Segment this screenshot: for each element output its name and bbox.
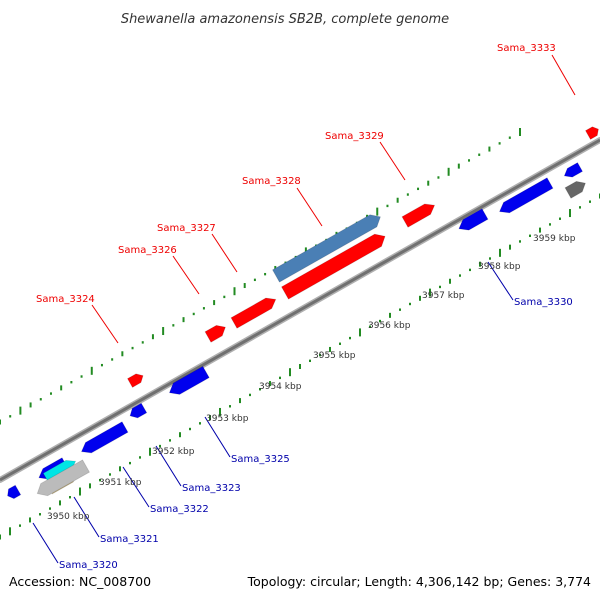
connector-sama-3327	[211, 233, 238, 273]
gene-sama-3331[interactable]	[498, 177, 554, 214]
gene-sama-3332-dark[interactable]	[564, 180, 586, 199]
label-connectors	[32, 54, 576, 564]
gene-sama-3329[interactable]	[401, 203, 436, 228]
accession-text: Accession: NC_008700	[9, 574, 151, 589]
forward-gene-labels: Sama_3324 Sama_3326 Sama_3327 Sama_3328 …	[36, 43, 556, 305]
gc-skew-outer-track	[0, 128, 521, 425]
gene-sama-3325[interactable]	[168, 365, 210, 395]
scale-labels: 3950 kbp 3951 kbp 3952 kbp 3953 kbp 3954…	[47, 234, 576, 522]
gene-label-sama-3326[interactable]: Sama_3326	[118, 245, 177, 256]
tick-label-3953: 3953 kbp	[206, 414, 249, 424]
connector-sama-3325	[204, 416, 231, 458]
gene-track	[7, 126, 599, 500]
gene-label-sama-3320[interactable]: Sama_3320	[59, 560, 118, 571]
gene-sama-3322-grey[interactable]	[36, 459, 90, 497]
gene-sama-3319[interactable]	[7, 484, 22, 500]
gene-sama-3330[interactable]	[458, 208, 489, 231]
tick-label-3951: 3951 kbp	[99, 478, 142, 488]
gene-sama-3324[interactable]	[126, 373, 144, 388]
tick-label-3957: 3957 kbp	[422, 291, 465, 301]
gene-sama-3327[interactable]	[230, 297, 277, 329]
reverse-gene-labels: Sama_3320 Sama_3321 Sama_3322 Sama_3323 …	[59, 297, 573, 571]
gene-label-sama-3327[interactable]: Sama_3327	[157, 223, 216, 234]
connector-sama-3324	[91, 304, 119, 344]
gene-sama-3322[interactable]	[80, 421, 129, 454]
genome-backbone	[0, 137, 600, 483]
gene-sama-3328-highlight[interactable]	[272, 214, 381, 283]
tick-label-3950: 3950 kbp	[47, 512, 90, 522]
tick-label-3954: 3954 kbp	[259, 382, 302, 392]
tick-label-3959: 3959 kbp	[533, 234, 576, 244]
genome-summary-text: Topology: circular; Length: 4,306,142 bp…	[247, 574, 591, 589]
connector-sama-3322	[122, 466, 150, 508]
connector-sama-3320	[32, 522, 59, 564]
gene-label-sama-3325[interactable]: Sama_3325	[231, 454, 290, 465]
gene-sama-3326[interactable]	[204, 324, 226, 343]
tick-label-3956: 3956 kbp	[368, 321, 411, 331]
gene-label-sama-3322[interactable]: Sama_3322	[150, 504, 209, 515]
gene-label-sama-3333[interactable]: Sama_3333	[497, 43, 556, 54]
gene-sama-3323[interactable]	[129, 402, 148, 419]
tick-label-3958: 3958 kbp	[478, 262, 521, 272]
gene-label-sama-3328[interactable]: Sama_3328	[242, 176, 301, 187]
connector-sama-3333	[551, 54, 576, 96]
connector-sama-3330	[487, 261, 514, 301]
gene-label-sama-3321[interactable]: Sama_3321	[100, 534, 159, 545]
gene-label-sama-3324[interactable]: Sama_3324	[36, 294, 95, 305]
map-title: Shewanella amazonensis SB2B, complete ge…	[121, 12, 449, 27]
connector-sama-3323	[155, 445, 182, 487]
connector-sama-3321	[73, 496, 100, 538]
gene-sama-3332[interactable]	[563, 162, 584, 178]
gene-sama-3328[interactable]	[281, 233, 386, 300]
gene-label-sama-3323[interactable]: Sama_3323	[182, 483, 241, 494]
tick-label-3955: 3955 kbp	[313, 351, 356, 361]
gene-sama-3333[interactable]	[584, 126, 599, 140]
tick-label-3952: 3952 kbp	[152, 447, 195, 457]
connector-sama-3329	[379, 141, 406, 181]
gc-skew-inner-track	[0, 193, 600, 540]
connector-sama-3326	[172, 255, 200, 295]
gene-label-sama-3330[interactable]: Sama_3330	[514, 297, 573, 308]
gene-label-sama-3329[interactable]: Sama_3329	[325, 131, 384, 142]
connector-sama-3328	[296, 187, 323, 227]
